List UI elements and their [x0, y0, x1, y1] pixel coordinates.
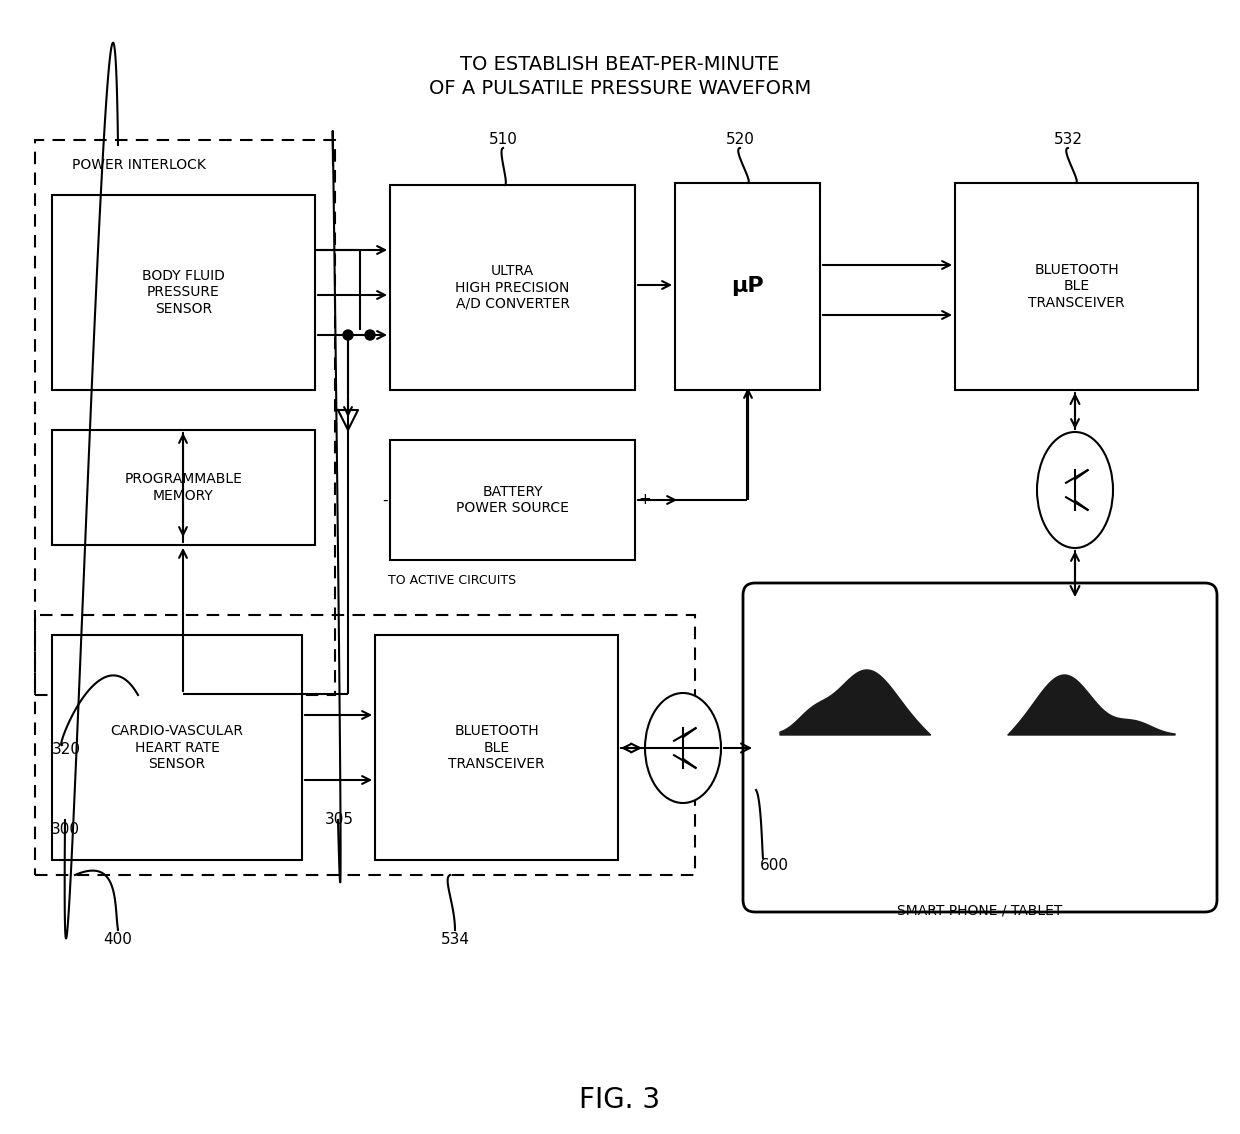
Text: 510: 510	[489, 133, 517, 147]
Text: 305: 305	[325, 812, 353, 828]
Bar	[374, 635, 618, 860]
Ellipse shape	[1037, 432, 1114, 548]
Circle shape	[365, 330, 374, 340]
Bar	[391, 440, 635, 560]
Text: 520: 520	[725, 133, 754, 147]
Text: OF A PULSATILE PRESSURE WAVEFORM: OF A PULSATILE PRESSURE WAVEFORM	[429, 78, 811, 98]
Text: 532: 532	[1054, 133, 1083, 147]
Text: 400: 400	[104, 932, 133, 948]
Text: 600: 600	[760, 857, 789, 872]
Bar	[52, 195, 315, 390]
Text: μP: μP	[732, 277, 764, 296]
Text: POWER INTERLOCK: POWER INTERLOCK	[72, 158, 206, 172]
Text: BATTERY
POWER SOURCE: BATTERY POWER SOURCE	[456, 485, 569, 515]
Text: TO ACTIVE CIRCUITS: TO ACTIVE CIRCUITS	[388, 574, 516, 586]
Text: PROGRAMMABLE
MEMORY: PROGRAMMABLE MEMORY	[124, 473, 243, 502]
Circle shape	[343, 330, 353, 340]
Bar	[35, 139, 335, 695]
Text: 300: 300	[51, 822, 79, 838]
Bar	[675, 183, 820, 390]
Bar	[52, 635, 303, 860]
Text: BLUETOOTH
BLE
TRANSCEIVER: BLUETOOTH BLE TRANSCEIVER	[1028, 263, 1125, 310]
Bar	[955, 183, 1198, 390]
Ellipse shape	[645, 693, 720, 803]
Bar	[35, 615, 694, 875]
Text: ULTRA
HIGH PRECISION
A/D CONVERTER: ULTRA HIGH PRECISION A/D CONVERTER	[455, 264, 569, 311]
FancyBboxPatch shape	[743, 583, 1216, 912]
Text: 534: 534	[440, 932, 470, 948]
Bar	[52, 430, 315, 545]
Text: CARDIO-VASCULAR
HEART RATE
SENSOR: CARDIO-VASCULAR HEART RATE SENSOR	[110, 725, 243, 771]
Text: TO ESTABLISH BEAT-PER-MINUTE: TO ESTABLISH BEAT-PER-MINUTE	[460, 56, 780, 75]
Text: SMART PHONE / TABLET: SMART PHONE / TABLET	[898, 903, 1063, 917]
Text: -: -	[382, 492, 388, 508]
Text: FIG. 3: FIG. 3	[579, 1086, 661, 1114]
Text: BLUETOOTH
BLE
TRANSCEIVER: BLUETOOTH BLE TRANSCEIVER	[448, 725, 544, 771]
Text: 320: 320	[52, 743, 81, 758]
Bar	[391, 185, 635, 390]
Text: +: +	[639, 492, 651, 508]
Text: BODY FLUID
PRESSURE
SENSOR: BODY FLUID PRESSURE SENSOR	[143, 269, 224, 315]
